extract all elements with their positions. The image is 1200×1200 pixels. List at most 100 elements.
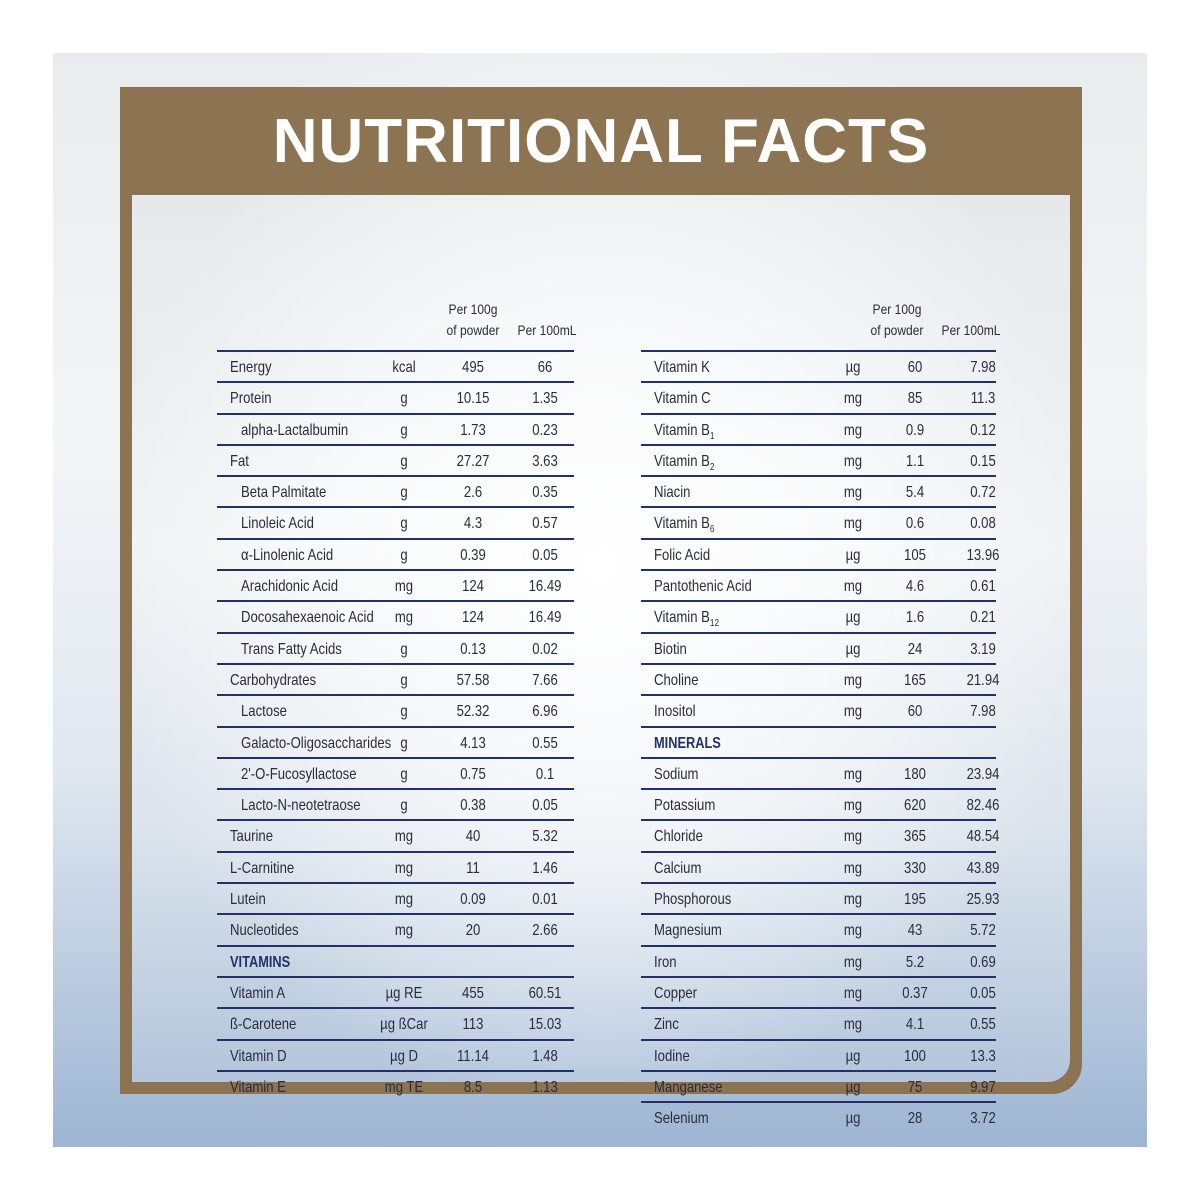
nutrient-name-text: Fat (230, 452, 249, 470)
value-per-100ml: 0.55 (970, 1016, 996, 1034)
nutrient-unit: mg (394, 609, 414, 627)
nutrient-name-text: Choline (654, 671, 699, 689)
nutrient-name-text: Chloride (654, 828, 703, 846)
value-per-100ml: 11.3 (970, 390, 996, 408)
table-row: Iron mg 5.2 0.69 (641, 944, 996, 976)
value-per-100ml: 43.89 (966, 859, 1000, 877)
value-per-100g: 495 (462, 359, 484, 376)
nutrient-name: Zinc (654, 1015, 679, 1035)
table-row: L-Carnitine mg 11 1.46 (217, 850, 574, 882)
nutrient-name: Choline (654, 671, 698, 691)
table-row: Vitamin E mg TE 8.5 1.13 (217, 1069, 574, 1101)
table-row: Energy kcal 495 66 (217, 350, 574, 381)
nutrient-name-text: L-Carnitine (230, 859, 295, 877)
section-title: VITAMINS (230, 953, 290, 973)
nutrient-name: Iron (654, 953, 677, 973)
value-per-100g: 5.4 (905, 484, 925, 502)
value-per-100ml: 0.35 (532, 484, 558, 502)
nutrient-name-text: Phosphorous (654, 891, 732, 909)
value-per-100g: 180 (904, 765, 926, 783)
nutrient-unit: g (400, 671, 408, 689)
table-row: Vitamin B6 mg 0.6 0.08 (641, 506, 996, 537)
value-per-100ml: 0.61 (970, 578, 996, 596)
nutrient-unit: mg (394, 922, 414, 940)
value-per-100g: 0.38 (460, 797, 486, 815)
value-per-100ml: 6.96 (532, 703, 558, 721)
nutrient-name-text: Galacto-Oligosaccharides (241, 734, 392, 752)
nutrient-name-text: Lutein (230, 891, 266, 909)
value-per-100g: 0.09 (460, 891, 486, 909)
nutrient-name: Docosahexaenoic Acid (241, 608, 374, 628)
value-per-100ml: 3.63 (532, 452, 558, 470)
column-header-per100g-line2: of powder (870, 322, 924, 338)
value-per-100g: 11.14 (457, 1047, 489, 1065)
nutrient-unit: mg (843, 891, 863, 909)
value-per-100ml: 0.05 (970, 984, 996, 1002)
value-per-100ml: 0.05 (532, 546, 558, 564)
nutrition-panel: Per 100g of powder Per 100mL Energy kcal 4… (132, 195, 1070, 1127)
value-per-100g: 20 (465, 922, 481, 940)
column-header-per100ml: Per 100mL (941, 322, 1001, 338)
nutrient-unit: g (400, 703, 408, 721)
value-per-100g: 2.6 (463, 484, 483, 502)
nutrient-name-text: Vitamin E (230, 1078, 286, 1096)
value-per-100ml: 0.72 (970, 484, 996, 502)
value-per-100g: 11 (466, 859, 480, 877)
nutrient-name-text: α-Linolenic Acid (241, 546, 334, 564)
table-row: Selenium µg 28 3.72 (641, 1101, 996, 1132)
nutrient-name-text: VITAMINS (230, 953, 291, 971)
value-per-100g: 4.6 (905, 578, 925, 596)
nutrient-name-text: Iodine (654, 1047, 690, 1065)
column-header-per100g-line2: of powder (446, 322, 500, 338)
value-per-100g: 85 (907, 390, 923, 408)
value-per-100g: 40 (465, 828, 481, 846)
value-per-100g: 1.73 (460, 421, 486, 439)
nutrient-name-text: ß-Carotene (230, 1016, 297, 1034)
value-per-100g: 0.75 (460, 765, 486, 783)
table-row: Chloride mg 365 48.54 (641, 819, 999, 850)
value-per-100ml: 2.66 (532, 922, 558, 940)
value-per-100ml: 23.94 (966, 765, 1000, 783)
value-per-100g: 365 (904, 828, 926, 846)
nutrient-name-text: Inositol (654, 703, 696, 721)
value-per-100g: 0.13 (460, 640, 486, 658)
value-per-100g: 165 (904, 671, 926, 689)
nutrient-name-text: Pantothenic Acid (654, 578, 752, 596)
nutrient-name: Biotin (654, 640, 687, 660)
nutrient-name-text: Copper (654, 984, 698, 1002)
nutrient-name: Vitamin B2 (654, 452, 714, 478)
value-per-100ml: 0.55 (532, 734, 558, 752)
nutrient-unit: mg (843, 578, 863, 596)
nutrient-name-text: Zinc (654, 1016, 679, 1034)
nutrient-name: Selenium (654, 1109, 709, 1129)
value-per-100ml: 0.02 (532, 640, 558, 658)
table-row: Vitamin C mg 85 11.3 (641, 381, 996, 412)
nutrient-name: Vitamin C (654, 389, 711, 409)
nutrient-name: Copper (654, 984, 697, 1004)
value-per-100ml: 66 (537, 359, 553, 376)
value-per-100ml: 1.13 (532, 1078, 558, 1096)
nutrient-name-text: Linoleic Acid (241, 515, 314, 533)
section-header-row: VITAMINS (217, 944, 574, 976)
nutrient-name-text: MINERALS (654, 734, 721, 752)
table-row: α-Linolenic Acid g 0.39 0.05 (217, 537, 574, 569)
nutrient-name-text: Sodium (654, 765, 699, 783)
nutrient-unit: g (400, 390, 408, 408)
value-per-100ml: 21.94 (966, 671, 1000, 689)
table-row: ß-Carotene µg ßCar 113 15.03 (217, 1007, 574, 1038)
nutrient-name-text: Vitamin K (654, 359, 710, 376)
value-per-100ml: 0.15 (970, 452, 996, 470)
nutrient-unit: µg (845, 640, 861, 658)
value-per-100g: 52.32 (456, 703, 490, 721)
nutrient-name: ß-Carotene (230, 1015, 296, 1035)
nutrient-unit: µg (845, 1078, 861, 1096)
value-per-100ml: 0.69 (970, 953, 996, 971)
table-row: Folic Acid µg 105 13.96 (641, 537, 999, 569)
nutrient-unit: mg (394, 891, 414, 909)
page-title: NUTRITIONAL FACTS (272, 106, 930, 176)
value-per-100ml: 7.66 (532, 671, 558, 689)
column-header-per100ml: Per 100mL (517, 322, 577, 338)
table-row: Niacin mg 5.4 0.72 (641, 475, 996, 506)
value-per-100g: 100 (904, 1047, 926, 1065)
value-per-100ml: 13.96 (966, 546, 1000, 564)
